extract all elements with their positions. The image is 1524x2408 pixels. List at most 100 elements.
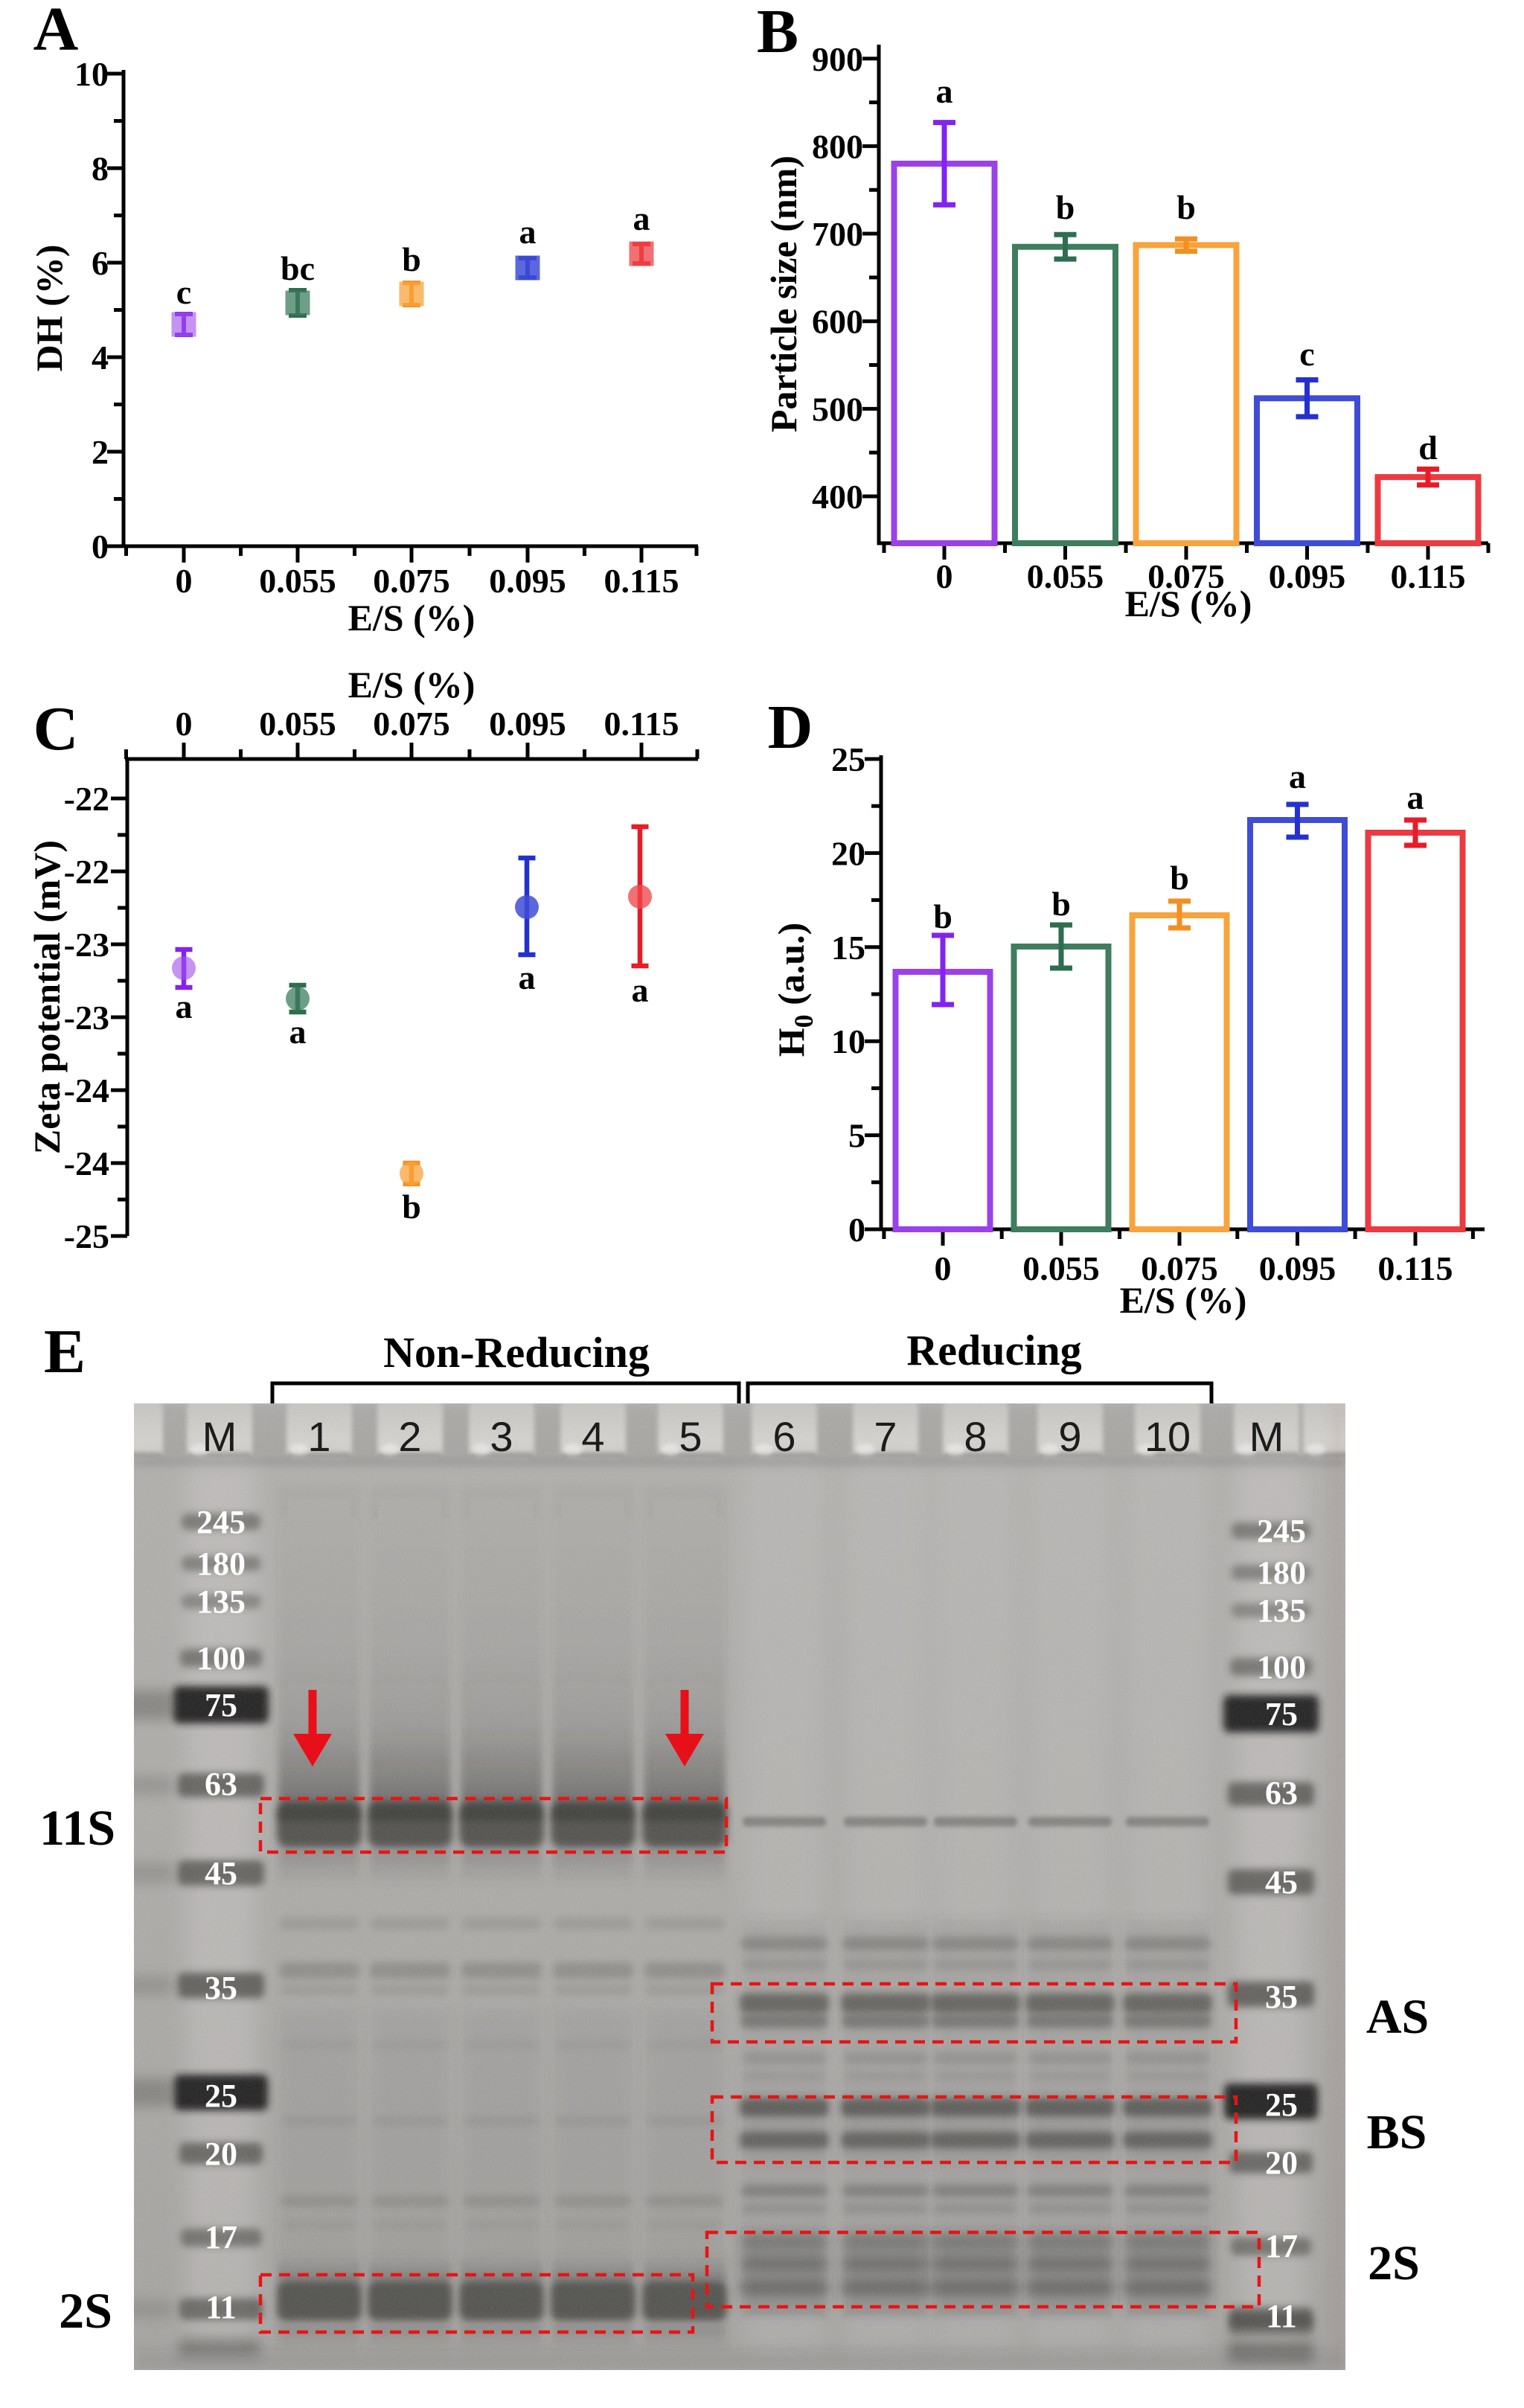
svg-text:-23: -23 xyxy=(64,999,109,1037)
svg-text:900: 900 xyxy=(812,40,863,78)
svg-text:2: 2 xyxy=(398,1413,421,1460)
svg-text:M: M xyxy=(1249,1413,1284,1460)
svg-text:0.115: 0.115 xyxy=(1391,557,1466,595)
svg-text:BS: BS xyxy=(1367,2105,1427,2159)
svg-text:0.055: 0.055 xyxy=(259,705,336,743)
svg-text:17: 17 xyxy=(1265,2228,1298,2264)
svg-text:25: 25 xyxy=(205,2078,237,2114)
svg-text:0: 0 xyxy=(935,1249,952,1287)
svg-text:-24: -24 xyxy=(64,1072,109,1109)
svg-text:Reducing: Reducing xyxy=(906,1326,1081,1374)
svg-text:Non-Reducing: Non-Reducing xyxy=(383,1328,650,1377)
svg-text:-24: -24 xyxy=(64,1144,109,1182)
svg-text:245: 245 xyxy=(196,1504,246,1540)
svg-text:Particle size (nm): Particle size (nm) xyxy=(763,156,804,432)
svg-text:0.095: 0.095 xyxy=(1259,1249,1336,1287)
svg-text:b: b xyxy=(1051,885,1071,923)
svg-text:a: a xyxy=(633,199,650,237)
svg-text:A: A xyxy=(33,0,79,64)
svg-text:0.115: 0.115 xyxy=(604,562,679,600)
svg-text:a: a xyxy=(289,1013,307,1051)
svg-text:M: M xyxy=(202,1413,237,1460)
svg-text:4: 4 xyxy=(581,1413,604,1460)
svg-text:700: 700 xyxy=(812,215,863,253)
svg-text:8: 8 xyxy=(964,1413,987,1460)
svg-text:10: 10 xyxy=(1144,1413,1191,1460)
svg-text:180: 180 xyxy=(1257,1554,1306,1591)
svg-text:11: 11 xyxy=(205,2289,237,2325)
svg-text:1: 1 xyxy=(307,1413,330,1460)
svg-text:2S: 2S xyxy=(1368,2236,1420,2290)
svg-text:Zeta potential (mV): Zeta potential (mV) xyxy=(26,840,68,1154)
svg-text:b: b xyxy=(402,1188,421,1226)
svg-text:DH (%): DH (%) xyxy=(28,245,70,372)
svg-text:20: 20 xyxy=(831,834,865,872)
svg-text:245: 245 xyxy=(1257,1513,1306,1549)
svg-text:8: 8 xyxy=(92,150,109,188)
svg-text:D: D xyxy=(768,693,813,762)
svg-text:400: 400 xyxy=(812,478,863,516)
svg-text:d: d xyxy=(1418,429,1438,467)
svg-text:63: 63 xyxy=(1265,1775,1298,1811)
svg-text:a: a xyxy=(1407,778,1424,816)
svg-text:0.115: 0.115 xyxy=(604,705,679,743)
svg-text:6: 6 xyxy=(772,1413,795,1460)
svg-text:800: 800 xyxy=(812,127,863,165)
svg-text:180: 180 xyxy=(196,1546,246,1582)
svg-text:10: 10 xyxy=(74,55,109,93)
svg-text:bc: bc xyxy=(281,249,315,287)
svg-text:0.095: 0.095 xyxy=(489,705,566,743)
svg-text:0.075: 0.075 xyxy=(373,562,450,600)
svg-text:-22: -22 xyxy=(64,780,109,818)
svg-text:0.055: 0.055 xyxy=(1027,557,1104,595)
svg-text:4: 4 xyxy=(92,339,109,377)
svg-text:0: 0 xyxy=(176,705,193,743)
svg-text:25: 25 xyxy=(1265,2087,1298,2123)
svg-text:0: 0 xyxy=(176,562,193,600)
svg-text:b: b xyxy=(933,897,952,935)
svg-text:b: b xyxy=(402,240,421,278)
svg-text:b: b xyxy=(1170,859,1189,897)
svg-text:2S: 2S xyxy=(59,2282,112,2339)
svg-text:25: 25 xyxy=(831,740,865,778)
svg-text:-23: -23 xyxy=(64,926,109,964)
svg-text:0: 0 xyxy=(936,557,953,595)
svg-text:b: b xyxy=(1056,188,1075,226)
svg-text:E/S (%): E/S (%) xyxy=(348,597,476,638)
svg-text:7: 7 xyxy=(874,1413,897,1460)
svg-text:0.075: 0.075 xyxy=(373,705,450,743)
svg-text:63: 63 xyxy=(205,1766,237,1802)
svg-text:c: c xyxy=(176,273,191,311)
svg-text:45: 45 xyxy=(1265,1864,1298,1901)
svg-text:b: b xyxy=(1176,188,1196,226)
svg-text:35: 35 xyxy=(1265,1979,1298,2015)
svg-text:0.095: 0.095 xyxy=(1269,557,1346,595)
svg-text:-25: -25 xyxy=(64,1217,109,1255)
svg-text:100: 100 xyxy=(196,1640,246,1677)
svg-text:75: 75 xyxy=(205,1687,237,1723)
svg-text:45: 45 xyxy=(205,1855,237,1892)
svg-text:600: 600 xyxy=(812,303,863,341)
svg-text:11S: 11S xyxy=(39,1799,115,1856)
svg-text:20: 20 xyxy=(205,2136,237,2172)
svg-text:0.075: 0.075 xyxy=(1147,557,1225,595)
svg-text:3: 3 xyxy=(490,1413,513,1460)
svg-text:11: 11 xyxy=(1266,2298,1297,2334)
svg-text:135: 135 xyxy=(196,1584,246,1620)
svg-text:100: 100 xyxy=(1257,1649,1306,1685)
svg-text:0.055: 0.055 xyxy=(259,562,336,600)
svg-text:C: C xyxy=(33,694,79,763)
svg-text:a: a xyxy=(176,987,193,1025)
svg-text:0: 0 xyxy=(848,1211,865,1249)
svg-text:a: a xyxy=(519,213,537,251)
svg-text:500: 500 xyxy=(812,390,863,428)
svg-text:0.115: 0.115 xyxy=(1378,1249,1453,1287)
svg-text:a: a xyxy=(632,971,649,1009)
svg-text:E: E xyxy=(44,1317,86,1386)
svg-text:AS: AS xyxy=(1366,1990,1429,2044)
svg-text:-22: -22 xyxy=(64,853,109,891)
svg-text:75: 75 xyxy=(1265,1696,1298,1732)
svg-text:10: 10 xyxy=(831,1022,865,1060)
svg-text:B: B xyxy=(757,0,798,66)
svg-text:c: c xyxy=(1299,335,1314,373)
